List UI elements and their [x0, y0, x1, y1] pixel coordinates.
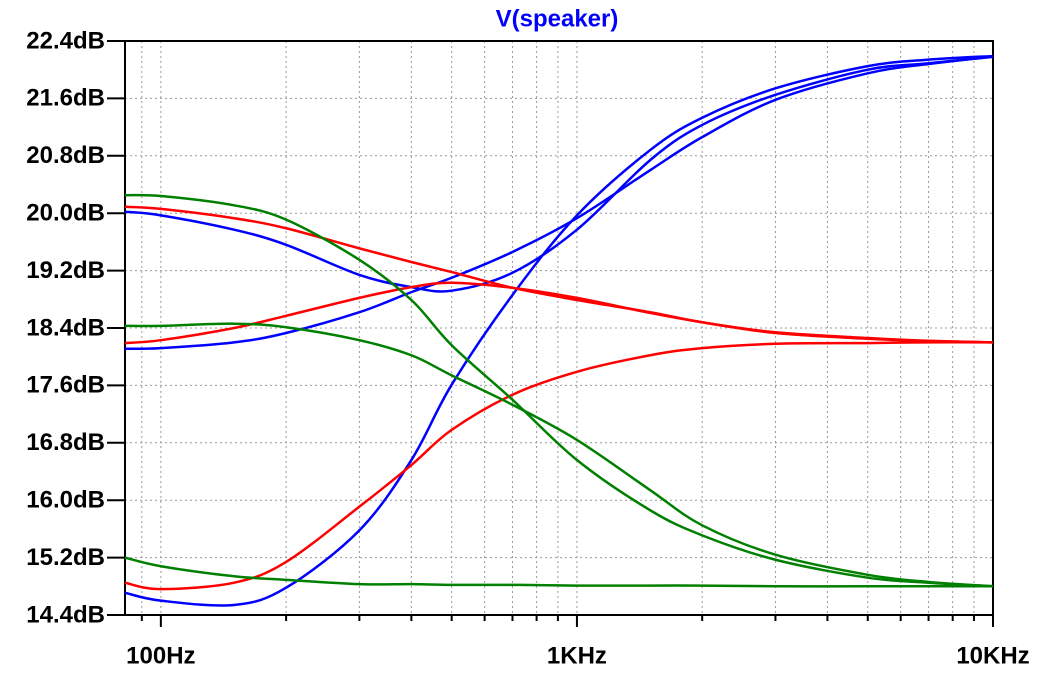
y-tick-label: 15.2dB: [26, 544, 105, 571]
x-tick-label: 1KHz: [547, 642, 607, 669]
plot-frame: [124, 40, 994, 616]
y-tick-label: 20.8dB: [26, 142, 105, 169]
y-tick-label: 18.4dB: [26, 314, 105, 341]
chart-title: V(speaker): [496, 5, 619, 32]
y-tick-label: 22.4dB: [26, 27, 105, 54]
y-tick-label: 14.4dB: [26, 601, 105, 628]
y-tick-label: 16.0dB: [26, 487, 105, 514]
series-line: [124, 55, 994, 351]
x-tick-label: 10KHz: [956, 642, 1029, 669]
series-line: [124, 54, 994, 607]
series-line: [124, 322, 994, 588]
series-line: [124, 341, 994, 591]
y-tick-label: 21.6dB: [26, 85, 105, 112]
series-line: [124, 281, 994, 345]
y-tick-label: 17.6dB: [26, 372, 105, 399]
y-tick-label: 19.2dB: [26, 257, 105, 284]
series-line: [124, 556, 993, 588]
y-tick-label: 20.0dB: [26, 200, 105, 227]
series-line: [124, 193, 994, 588]
series-line: [124, 55, 994, 293]
x-tick-label: 100Hz: [126, 642, 195, 669]
y-tick-label: 16.8dB: [26, 429, 105, 456]
